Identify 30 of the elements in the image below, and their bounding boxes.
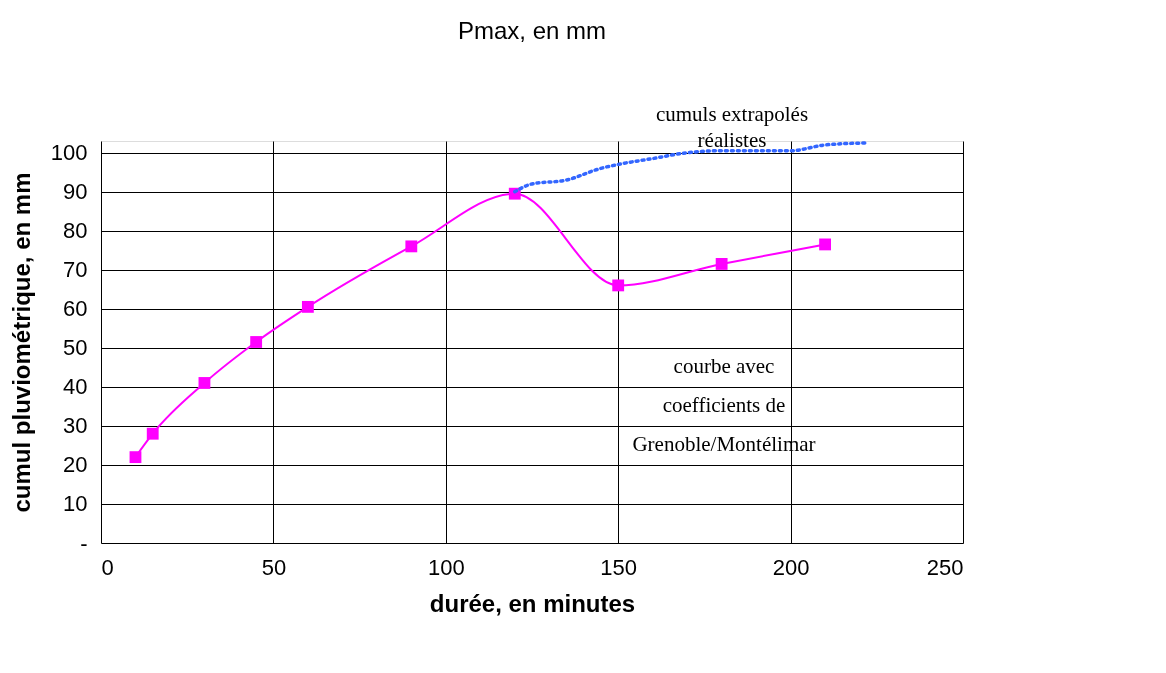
point: [819, 238, 831, 251]
y-tick-label: -: [80, 530, 88, 556]
y-tick-label: 20: [63, 452, 88, 478]
annotation: cumuls extrapolés réalistes: [655, 102, 809, 152]
point: [146, 427, 159, 440]
y-tick-label: 60: [63, 296, 88, 322]
x-tick-label: 150: [600, 554, 638, 580]
y-tick-label: 30: [63, 413, 88, 439]
x-tick-label: 50: [261, 554, 287, 580]
y-tick-label: 80: [63, 218, 88, 244]
y-tick-label: 10: [63, 491, 88, 517]
point: [198, 377, 211, 389]
point: [301, 300, 314, 313]
x-axis-title: durée, en minutes: [429, 589, 636, 617]
point: [715, 258, 728, 270]
x-tick-label: 200: [772, 554, 810, 580]
y-tick-label: 90: [63, 179, 88, 205]
y-tick-label: 100: [50, 140, 88, 166]
point: [612, 279, 625, 292]
y-axis-title: cumul pluviométrique, en mm: [7, 172, 35, 513]
y-tick-label: 40: [63, 374, 88, 400]
x-tick-label: 100: [427, 554, 465, 580]
point: [129, 451, 142, 464]
y-tick-label: 50: [63, 335, 88, 361]
point: [250, 336, 263, 348]
chart-title: Pmax, en mm: [457, 17, 607, 44]
y-tick-label: 70: [63, 257, 88, 283]
point: [405, 240, 418, 253]
x-tick-label: 0: [101, 554, 114, 580]
x-tick-label: 250: [926, 554, 964, 580]
